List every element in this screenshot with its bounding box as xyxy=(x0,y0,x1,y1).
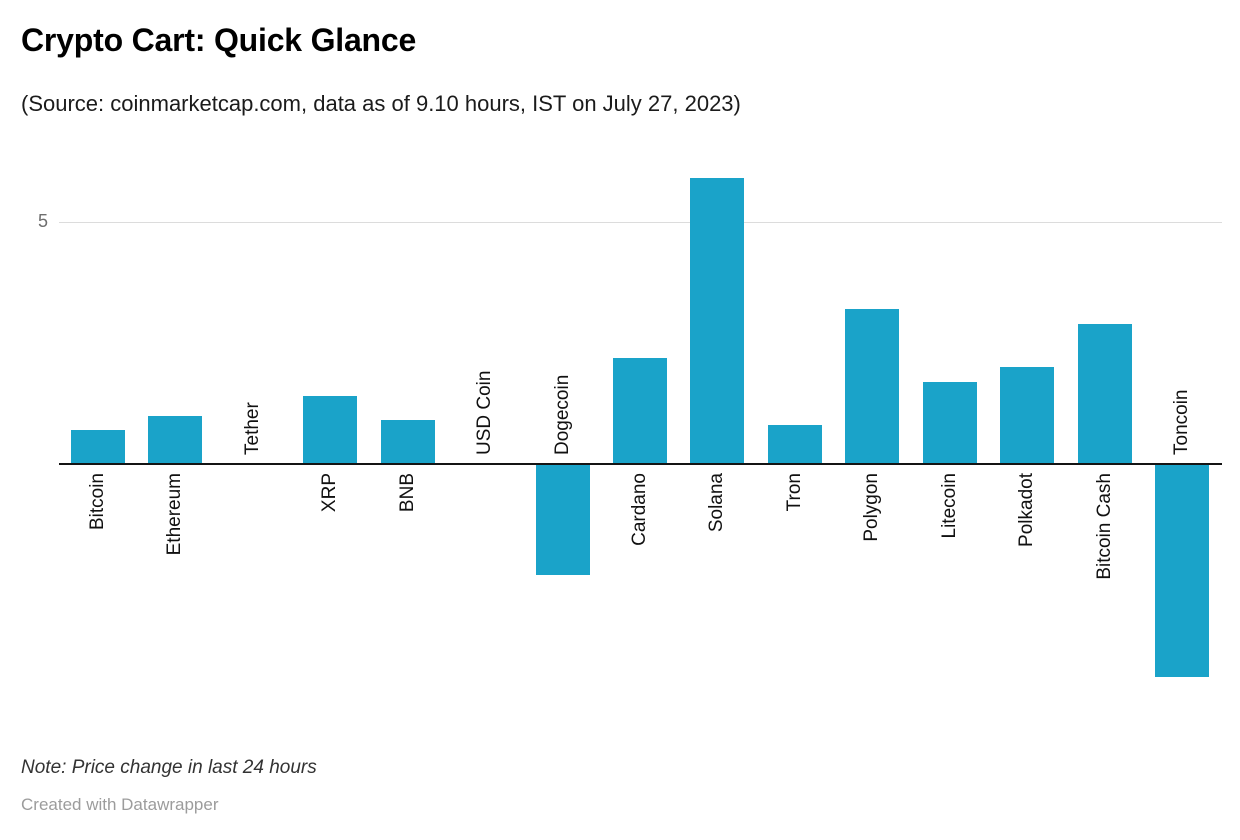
bar-cardano xyxy=(613,357,667,464)
bar-bitcoin xyxy=(70,430,125,464)
category-label-toncoin: Toncoin xyxy=(1171,389,1193,456)
category-label-bitcoin: Bitcoin xyxy=(86,473,108,531)
category-label-dogecoin: Dogecoin xyxy=(551,374,573,455)
category-label-litecoin: Litecoin xyxy=(938,473,960,539)
category-label-bitcoin-cash: Bitcoin Cash xyxy=(1093,473,1115,580)
category-label-ethereum: Ethereum xyxy=(164,473,186,556)
category-label-solana: Solana xyxy=(706,473,728,533)
category-label-xrp: XRP xyxy=(319,473,341,513)
chart-title: Crypto Cart: Quick Glance xyxy=(21,22,417,58)
bar-toncoin xyxy=(1155,464,1210,677)
bar-ethereum xyxy=(148,415,203,464)
chart-note: Note: Price change in last 24 hours xyxy=(21,757,317,778)
category-label-tron: Tron xyxy=(784,473,806,512)
datawrapper-credit: Created with Datawrapper xyxy=(21,795,219,814)
bar-polkadot xyxy=(1000,367,1055,464)
x-axis-line xyxy=(59,463,1222,465)
gridline-5 xyxy=(59,222,1222,223)
category-label-polygon: Polygon xyxy=(861,473,883,542)
category-label-bnb: BNB xyxy=(396,473,418,513)
category-label-polkadot: Polkadot xyxy=(1016,473,1038,547)
bar-tron xyxy=(767,425,822,464)
bar-xrp xyxy=(303,396,358,464)
bar-dogecoin xyxy=(535,464,590,576)
category-label-tether: Tether xyxy=(241,402,263,455)
y-axis-tick-label-5: 5 xyxy=(38,211,49,232)
category-label-usd-coin: USD Coin xyxy=(474,370,496,455)
chart-subtitle: (Source: coinmarketcap.com, data as of 9… xyxy=(21,91,741,116)
bar-litecoin xyxy=(922,381,977,464)
bar-solana xyxy=(690,178,745,464)
bar-polygon xyxy=(845,309,900,464)
bar-bnb xyxy=(380,420,435,464)
bar-bitcoin-cash xyxy=(1077,323,1132,464)
category-label-cardano: Cardano xyxy=(629,473,651,546)
